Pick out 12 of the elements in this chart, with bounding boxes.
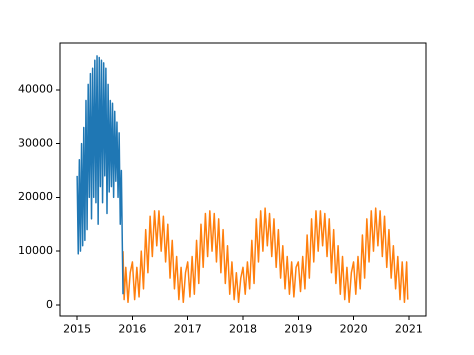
y-tick-label: 20000 bbox=[18, 190, 53, 204]
y-tick-label: 0 bbox=[46, 298, 53, 311]
x-tick-label: 2017 bbox=[174, 322, 202, 336]
x-tick-label: 2020 bbox=[340, 322, 368, 336]
x-tick-label: 2018 bbox=[229, 322, 257, 336]
y-tick-label: 40000 bbox=[18, 82, 53, 96]
x-tick-label: 2015 bbox=[63, 322, 92, 336]
x-tick-label: 2021 bbox=[394, 322, 423, 336]
x-tick-label: 2016 bbox=[118, 322, 146, 336]
y-tick-label: 10000 bbox=[18, 244, 53, 258]
y-tick-label: 30000 bbox=[18, 136, 53, 150]
x-tick-label: 2019 bbox=[284, 322, 312, 336]
